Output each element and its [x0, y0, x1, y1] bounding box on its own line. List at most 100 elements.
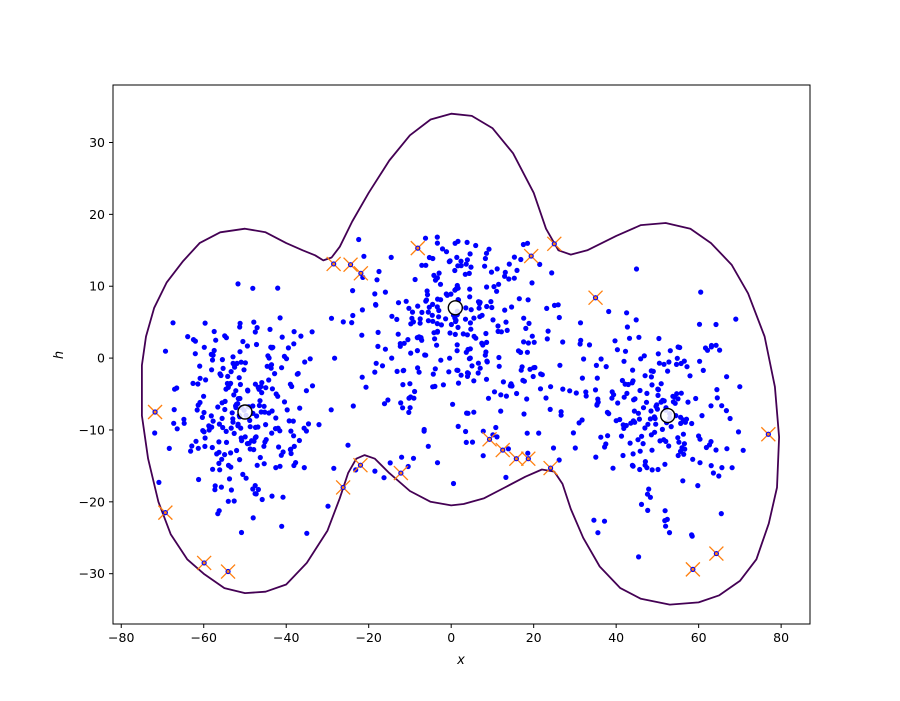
sample-point	[255, 424, 261, 430]
sample-point	[716, 473, 722, 479]
sample-point	[152, 430, 158, 436]
sample-point	[670, 393, 676, 399]
sample-point	[189, 443, 195, 449]
sample-point	[524, 430, 530, 436]
sample-point	[455, 380, 462, 386]
sample-point	[197, 375, 203, 381]
sample-point	[444, 292, 450, 298]
sample-point	[464, 239, 470, 245]
sample-point	[423, 297, 430, 303]
sample-point	[602, 444, 608, 450]
sample-point	[463, 305, 469, 311]
sample-point	[228, 425, 234, 431]
sample-point	[667, 348, 673, 354]
sample-point	[237, 349, 243, 355]
sample-point	[643, 399, 650, 405]
sample-point	[471, 333, 477, 339]
sample-point	[225, 498, 231, 504]
sample-point	[639, 433, 645, 439]
sample-point	[556, 457, 562, 463]
sample-point	[236, 375, 242, 381]
sample-point	[455, 423, 461, 429]
sample-point	[518, 256, 524, 263]
sample-point	[211, 328, 217, 335]
sample-point	[434, 240, 440, 246]
sample-point	[471, 409, 477, 415]
sample-point	[645, 421, 651, 427]
sample-point	[410, 455, 417, 461]
sample-point	[516, 296, 522, 302]
sample-point	[480, 453, 486, 459]
sample-point	[256, 402, 262, 409]
sample-point	[662, 508, 668, 514]
sample-point	[431, 272, 437, 278]
cluster-center-marker	[660, 407, 676, 424]
sample-point	[423, 352, 429, 358]
sample-point	[206, 423, 212, 429]
sample-point	[253, 341, 260, 348]
sample-point	[454, 342, 460, 348]
sample-point	[626, 335, 633, 341]
sample-point	[280, 494, 286, 500]
sample-point	[192, 351, 198, 357]
x-tick-label: −80	[108, 630, 134, 645]
sample-point	[277, 463, 283, 469]
sample-point	[458, 258, 464, 264]
sample-point	[654, 402, 660, 408]
sample-point	[212, 487, 218, 493]
sample-point	[225, 384, 231, 390]
sample-point	[486, 246, 492, 252]
sample-point	[379, 363, 386, 369]
sample-point	[490, 432, 496, 438]
sample-point	[586, 342, 593, 348]
sample-point	[209, 367, 215, 373]
sample-point	[382, 289, 388, 295]
sample-point	[484, 303, 490, 310]
sample-point	[277, 315, 283, 321]
sample-point	[518, 367, 524, 373]
sample-point	[432, 383, 438, 389]
sample-point	[454, 254, 460, 260]
sample-point	[291, 443, 297, 449]
outlier-marker	[508, 451, 524, 467]
sample-point	[666, 530, 673, 536]
sample-point	[200, 428, 206, 434]
outlier-marker	[220, 564, 236, 579]
sample-point	[228, 487, 234, 493]
outlier-marker	[353, 265, 369, 281]
sample-point	[446, 369, 452, 375]
sample-point	[266, 355, 272, 361]
sample-point	[408, 394, 414, 400]
sample-point	[434, 321, 440, 327]
sample-point	[601, 518, 608, 524]
sample-point	[630, 378, 636, 384]
sample-point	[598, 434, 604, 440]
sample-point	[525, 297, 531, 303]
sample-point	[482, 352, 488, 358]
sample-point	[471, 378, 477, 384]
sample-point	[494, 434, 500, 440]
sample-point	[216, 449, 222, 455]
sample-point	[328, 315, 335, 321]
sample-point	[531, 365, 537, 371]
sample-point	[210, 418, 216, 424]
sample-point	[577, 320, 584, 326]
sample-point	[263, 385, 269, 391]
sample-point	[494, 288, 500, 294]
sample-point	[309, 329, 315, 335]
sample-point	[430, 301, 436, 307]
sample-point	[223, 428, 229, 434]
sample-point	[681, 451, 687, 457]
sample-point	[190, 380, 196, 386]
sample-point	[653, 421, 659, 427]
sample-point	[496, 354, 502, 361]
sample-point	[415, 365, 421, 371]
sample-point	[209, 357, 216, 363]
sample-point	[683, 416, 690, 422]
sample-point	[245, 387, 251, 393]
sample-point	[218, 484, 224, 490]
sample-point	[188, 448, 194, 454]
sample-point	[432, 336, 438, 342]
sample-point	[502, 307, 508, 313]
sample-point	[476, 305, 482, 311]
